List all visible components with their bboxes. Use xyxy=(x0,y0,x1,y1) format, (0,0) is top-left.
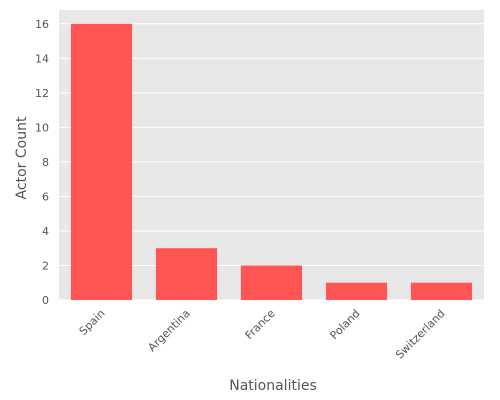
x-tick-label: Poland xyxy=(327,307,362,342)
bar xyxy=(240,265,303,300)
y-tick-label: 2 xyxy=(42,259,49,272)
y-tick-label: 16 xyxy=(35,18,49,31)
x-tick-label: Switzerland xyxy=(393,307,448,362)
x-axis-title: Nationalities xyxy=(229,378,317,394)
y-axis-title: Actor Count xyxy=(14,116,30,199)
y-tick-label: 8 xyxy=(42,156,49,169)
y-tick-label: 6 xyxy=(42,190,49,203)
bar xyxy=(325,282,388,300)
y-tick-label: 10 xyxy=(35,121,49,134)
y-tick-label: 12 xyxy=(35,87,49,100)
bars xyxy=(70,23,473,301)
bar xyxy=(155,248,218,300)
y-tick-label: 4 xyxy=(42,225,49,238)
bar xyxy=(70,23,133,301)
x-tick-label: France xyxy=(243,307,278,342)
y-tick-label: 0 xyxy=(42,294,49,307)
x-tick-label: Spain xyxy=(77,307,108,338)
x-axis-ticks: Spain Argentina France Poland Switzerland xyxy=(77,307,448,362)
y-tick-label: 14 xyxy=(35,52,49,65)
y-axis-ticks: 0 2 4 6 8 10 12 14 16 xyxy=(35,18,49,307)
bar xyxy=(410,282,473,300)
x-tick-label: Argentina xyxy=(145,307,192,354)
